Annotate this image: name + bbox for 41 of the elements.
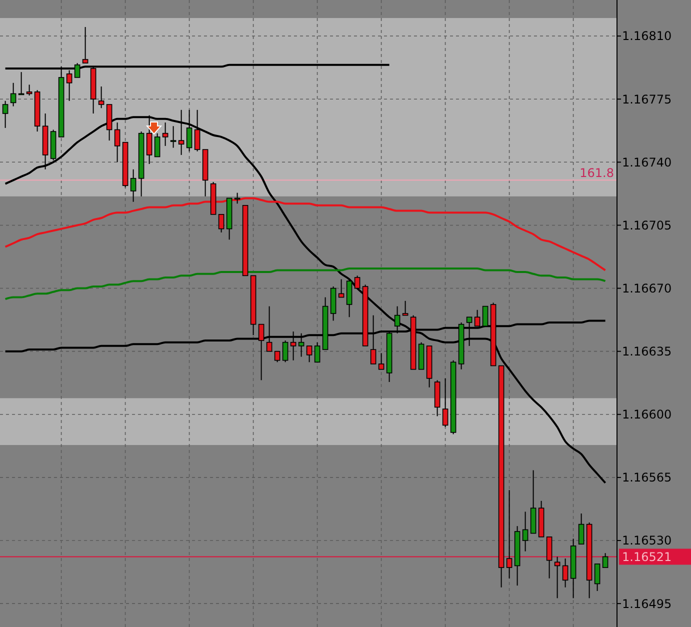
candlestick — [546, 536, 552, 579]
y-tick-label: 1.16810 — [622, 29, 672, 44]
candlestick — [162, 122, 168, 146]
candlestick — [154, 132, 160, 158]
candlestick — [562, 558, 568, 588]
candlestick — [578, 512, 584, 545]
y-tick-label: 1.16495 — [622, 596, 672, 611]
candlestick — [306, 345, 312, 363]
y-tick-label: 1.16775 — [622, 92, 672, 106]
candlestick — [594, 563, 600, 592]
candlestick — [218, 214, 224, 233]
candlestick — [522, 511, 528, 552]
candlestick — [282, 340, 288, 363]
candlestick — [602, 552, 608, 568]
y-tick-label: 1.16635 — [622, 344, 672, 359]
candlestick — [506, 490, 512, 579]
candlestick — [346, 278, 352, 318]
candlestick — [554, 556, 560, 599]
candlestick — [402, 300, 408, 316]
candlestick — [82, 26, 88, 64]
y-tick-label: 1.16670 — [622, 281, 672, 296]
candlestick — [26, 84, 32, 96]
y-tick-label: 1.16740 — [622, 155, 672, 170]
candlestick — [442, 378, 448, 428]
candlestick — [274, 350, 280, 363]
candlestick — [170, 126, 176, 148]
y-tick-label: 1.16600 — [622, 408, 672, 422]
y-tick-label: 1.16530 — [622, 534, 672, 548]
candlestick — [98, 86, 104, 109]
candlestick — [378, 352, 384, 370]
candlestick — [354, 275, 360, 289]
candlestick — [130, 168, 136, 202]
line-series — [4, 267, 606, 300]
y-tick-label: 1.16705 — [622, 218, 672, 232]
candlestick — [10, 82, 16, 107]
candlestick — [2, 100, 8, 128]
ref-line-label: 1.16521 — [622, 550, 672, 564]
candlestick — [114, 122, 120, 163]
candlestick — [314, 342, 320, 363]
annotation: 161.8 — [580, 166, 614, 180]
y-tick-label: 1.16565 — [622, 470, 672, 485]
